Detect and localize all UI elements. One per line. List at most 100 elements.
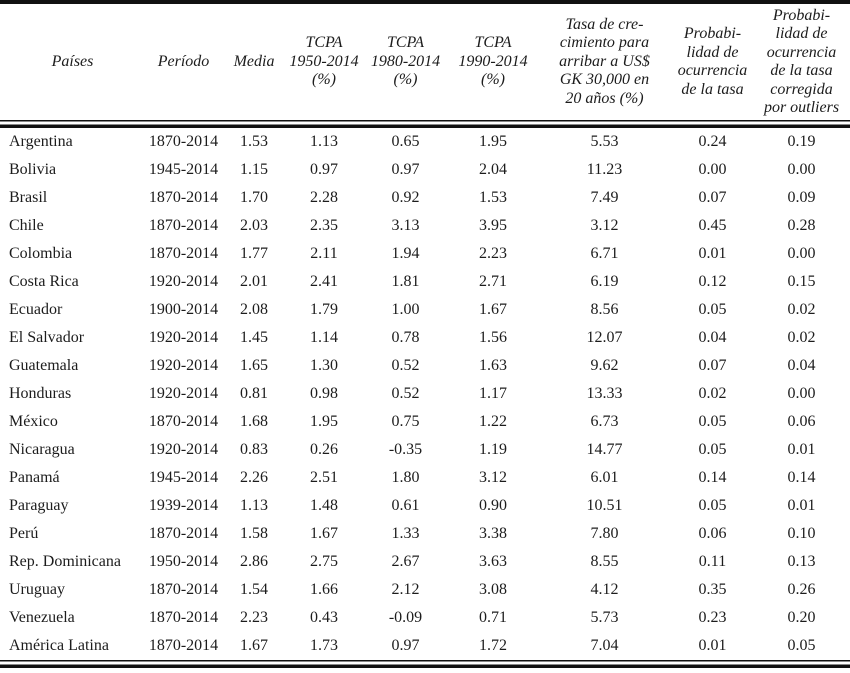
value-cell: 0.75 [391, 413, 420, 430]
country-cell: Panamá [9, 469, 60, 486]
value-cell: 1.53 [240, 133, 268, 150]
value-cell: 0.15 [787, 273, 816, 290]
value-cell: 1.54 [240, 581, 268, 598]
value-cell: 1.22 [479, 413, 507, 430]
table-row: Uruguay 1870-2014 1.54 1.66 2.12 3.08 4.12 0.35… [0, 576, 850, 604]
value-cell: 1.17 [479, 385, 507, 402]
col-header-tcpa-1980-2014: TCPA 1980-2014 (%) [370, 34, 441, 89]
value-cell: 0.14 [787, 469, 816, 486]
col-header-probabilidad-tasa: Probabi- lidad de ocurrencia de la tasa [677, 25, 748, 98]
table-row: América Latina 1870-2014 1.67 1.73 0.97 1.72 7… [0, 632, 850, 660]
value-cell: 1870-2014 [148, 189, 219, 206]
value-cell: 9.62 [590, 357, 619, 374]
value-cell: 1920-2014 [148, 441, 219, 458]
value-cell: 6.01 [590, 469, 619, 486]
country-cell: Guatemala [9, 357, 79, 374]
value-cell: 1.19 [479, 441, 507, 458]
value-cell: 1945-2014 [148, 469, 219, 486]
value-cell: 1.33 [391, 525, 420, 542]
value-cell: 1.53 [479, 189, 507, 206]
header-double-rule [0, 120, 850, 128]
country-cell: Ecuador [9, 301, 63, 318]
value-cell: 1.58 [240, 525, 268, 542]
col-header-media: Media [233, 52, 275, 70]
value-cell: 6.73 [590, 413, 619, 430]
value-cell: 0.26 [310, 441, 338, 458]
table-row: El Salvador 1920-2014 1.45 1.14 0.78 1.56 12.0… [0, 324, 850, 352]
value-cell: 1.95 [310, 413, 338, 430]
table-row: Venezuela 1870-2014 2.23 0.43 -0.09 0.71 5.73 0… [0, 604, 850, 632]
value-cell: 1920-2014 [148, 273, 219, 290]
value-cell: 0.05 [698, 441, 727, 458]
value-cell: 1.66 [310, 581, 338, 598]
value-cell: 3.08 [479, 581, 507, 598]
value-cell: 5.73 [590, 609, 619, 626]
value-cell: 0.23 [698, 609, 727, 626]
value-cell: 0.00 [787, 161, 816, 178]
value-cell: 0.01 [787, 497, 816, 514]
value-cell: 1.56 [479, 329, 507, 346]
col-header-paises: Países [51, 52, 94, 70]
value-cell: 0.01 [698, 637, 727, 654]
value-cell: 1870-2014 [148, 217, 219, 234]
value-cell: 2.41 [310, 273, 338, 290]
value-cell: 11.23 [586, 161, 623, 178]
value-cell: 1.67 [479, 301, 507, 318]
value-cell: 3.38 [479, 525, 507, 542]
table-row: Nicaragua 1920-2014 0.83 0.26 -0.35 1.19 14.77… [0, 436, 850, 464]
table-row: Chile 1870-2014 2.03 2.35 3.13 3.95 3.12 0.45 0.… [0, 212, 850, 240]
country-cell: El Salvador [9, 329, 85, 346]
value-cell: 2.12 [391, 581, 420, 598]
value-cell: 0.43 [310, 609, 338, 626]
value-cell: 0.98 [310, 385, 338, 402]
table-body: Argentina 1870-2014 1.53 1.13 0.65 1.95 5.53 0.… [0, 128, 850, 660]
country-cell: Costa Rica [9, 273, 79, 290]
country-cell: Rep. Dominicana [9, 553, 121, 570]
value-cell: 1.70 [240, 189, 268, 206]
value-cell: 0.90 [479, 497, 507, 514]
value-cell: 0.05 [787, 637, 816, 654]
value-cell: 0.05 [698, 497, 727, 514]
value-cell: 8.55 [590, 553, 619, 570]
col-header-tasa-crecimiento-30000: Tasa de cre- cimiento para arribar a US$… [559, 15, 650, 107]
value-cell: 0.04 [787, 357, 816, 374]
value-cell: 0.52 [391, 357, 420, 374]
value-cell: 1900-2014 [148, 301, 219, 318]
value-cell: 1.13 [310, 133, 338, 150]
value-cell: 0.97 [391, 637, 420, 654]
value-cell: 2.86 [240, 553, 268, 570]
value-cell: 2.51 [310, 469, 338, 486]
value-cell: 2.71 [479, 273, 507, 290]
country-cell: Honduras [9, 385, 72, 402]
value-cell: 0.05 [698, 413, 727, 430]
value-cell: 1945-2014 [148, 161, 219, 178]
value-cell: 1.80 [391, 469, 420, 486]
value-cell: 0.09 [787, 189, 816, 206]
value-cell: 0.01 [787, 441, 816, 458]
value-cell: 12.07 [586, 329, 623, 346]
value-cell: 2.01 [240, 273, 268, 290]
value-cell: 0.83 [240, 441, 268, 458]
value-cell: 1.45 [240, 329, 268, 346]
value-cell: 3.63 [479, 553, 507, 570]
value-cell: 1.63 [479, 357, 507, 374]
value-cell: 1.79 [310, 301, 338, 318]
country-cell: Argentina [9, 133, 73, 150]
value-cell: 1.72 [479, 637, 507, 654]
value-cell: 0.28 [787, 217, 816, 234]
value-cell: 1.67 [240, 637, 268, 654]
value-cell: 1920-2014 [148, 357, 219, 374]
value-cell: 13.33 [586, 385, 623, 402]
value-cell: 2.75 [310, 553, 338, 570]
value-cell: 1870-2014 [148, 245, 219, 262]
table-row: Guatemala 1920-2014 1.65 1.30 0.52 1.63 9.62 0.… [0, 352, 850, 380]
table-row: Honduras 1920-2014 0.81 0.98 0.52 1.17 13.33 0.… [0, 380, 850, 408]
value-cell: 0.65 [391, 133, 420, 150]
country-cell: Colombia [9, 245, 73, 262]
value-cell: 0.61 [391, 497, 420, 514]
value-cell: 3.12 [590, 217, 619, 234]
table-row: Bolivia 1945-2014 1.15 0.97 0.97 2.04 11.23 0.0… [0, 156, 850, 184]
value-cell: 2.11 [310, 245, 338, 262]
value-cell: 0.26 [787, 581, 816, 598]
